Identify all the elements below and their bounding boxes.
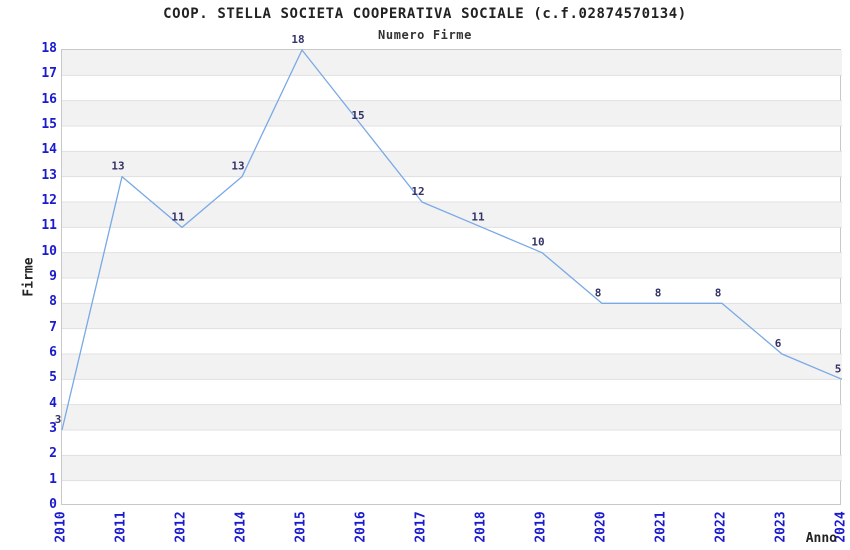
x-tick-label: 2017	[413, 511, 429, 543]
y-tick-label: 3	[49, 421, 57, 436]
x-tick-label: 2010	[53, 511, 69, 543]
y-tick-label: 1	[49, 471, 57, 487]
data-point-label: 8	[715, 286, 722, 299]
data-point-label: 8	[655, 286, 662, 299]
y-axis-title: Firme	[21, 257, 37, 297]
chart-subtitle: Numero Firme	[378, 28, 472, 42]
data-point-label: 10	[531, 236, 544, 249]
x-tick-label: 2012	[173, 511, 189, 543]
y-tick-label: 11	[41, 218, 57, 234]
background-band	[62, 252, 842, 278]
chart-title: COOP. STELLA SOCIETA COOPERATIVA SOCIALE…	[163, 6, 687, 22]
x-tick-label: 2020	[593, 511, 609, 543]
background-band	[62, 404, 842, 430]
data-point-label: 6	[775, 337, 782, 350]
y-tick-label: 6	[49, 345, 57, 360]
background-band	[62, 151, 842, 177]
data-point-label: 18	[291, 33, 304, 46]
data-point-label: 5	[835, 362, 842, 375]
data-point-label: 13	[111, 160, 124, 173]
x-tick-label: 2014	[233, 511, 249, 543]
line-chart-svg: 3 13 11 13 18 15 12 11 10 8 8 8 6 5	[55, 33, 843, 482]
y-tick-label: 18	[41, 41, 57, 56]
x-tick-label: 2018	[473, 511, 489, 543]
x-tick-label: 2022	[713, 511, 729, 543]
background-band	[62, 303, 842, 329]
data-point-label: 11	[471, 210, 485, 223]
background-band	[62, 354, 842, 380]
data-point-label: 13	[231, 160, 244, 173]
y-tick-label: 12	[41, 193, 57, 208]
y-tick-label: 2	[49, 446, 57, 462]
y-tick-label: 0	[49, 497, 57, 512]
background-band	[62, 455, 842, 481]
y-tick-label: 14	[41, 142, 57, 158]
x-tick-label: 2011	[113, 511, 129, 543]
y-tick-label: 17	[41, 66, 57, 82]
data-point-label: 11	[171, 210, 185, 223]
x-axis-title: Anno	[805, 531, 837, 546]
data-point-label: 12	[411, 185, 424, 198]
data-point-label: 8	[595, 286, 602, 299]
x-tick-label: 2023	[773, 511, 789, 543]
data-point-label: 3	[55, 413, 62, 426]
x-tick-label: 2021	[653, 511, 669, 543]
y-tick-label: 15	[41, 117, 57, 132]
y-tick-label: 16	[41, 91, 57, 107]
x-tick-label: 2015	[293, 511, 309, 543]
y-tick-label: 10	[41, 243, 57, 259]
y-tick-label: 9	[49, 269, 57, 284]
x-tick-label: 2016	[353, 511, 369, 543]
y-tick-label: 4	[49, 395, 57, 411]
background-band	[62, 50, 842, 76]
y-tick-label: 8	[49, 294, 57, 310]
y-tick-label: 5	[49, 370, 57, 386]
data-line	[61, 49, 843, 431]
data-point-label: 15	[351, 109, 364, 122]
y-tick-label: 13	[41, 167, 57, 183]
plot-area: 3 13 11 13 18 15 12 11 10 8 8 8 6 5	[55, 33, 843, 505]
background-band	[62, 100, 842, 126]
y-tick-label: 7	[49, 319, 57, 335]
x-tick-label: 2019	[533, 511, 549, 543]
